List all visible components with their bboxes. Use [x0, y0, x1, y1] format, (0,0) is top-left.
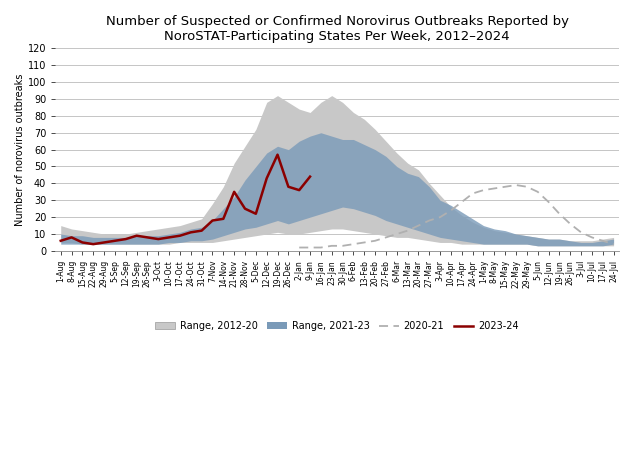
Legend: Range, 2012-20, Range, 2021-23, 2020-21, 2023-24: Range, 2012-20, Range, 2021-23, 2020-21,… [152, 318, 523, 335]
Title: Number of Suspected or Confirmed Norovirus Outbreaks Reported by
NoroSTAT-Partic: Number of Suspected or Confirmed Norovir… [106, 15, 569, 43]
Y-axis label: Number of norovirus outbreaks: Number of norovirus outbreaks [15, 74, 25, 226]
